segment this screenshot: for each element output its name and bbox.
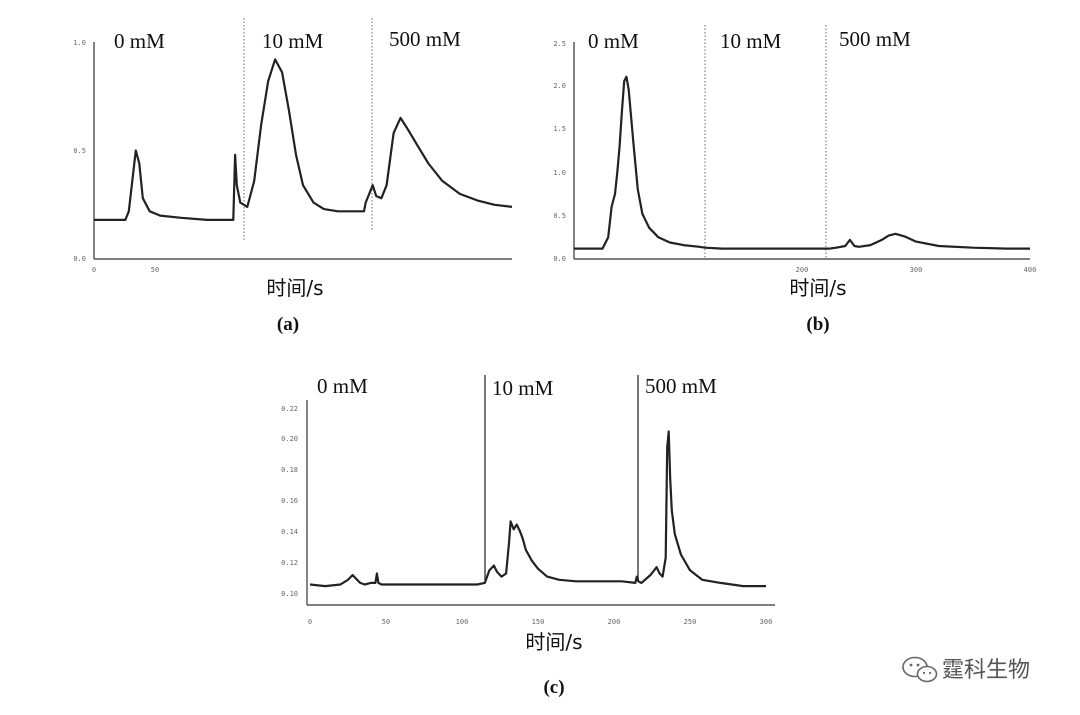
panel-b-letter: (b) — [806, 314, 829, 335]
panel-c-xtick-3: 100 — [456, 618, 469, 626]
panel-c-xtick-6: 250 — [684, 618, 697, 626]
panel-c-xtick-2: 50 — [382, 618, 390, 626]
panel-b-ytick-3: 1.5 — [553, 125, 566, 133]
panel-c-ytick-2: 0.20 — [281, 435, 298, 443]
panel-a-ytick-1: 1.0 — [73, 39, 86, 47]
panel-c-segment-label-1: 0 mM — [317, 374, 368, 398]
panel-a-segment-label-1: 0 mM — [114, 29, 165, 53]
panel-c-x-axis-label: 时间/s — [525, 630, 582, 654]
panel-a-segment-label-3: 500 mM — [389, 27, 461, 51]
panel-b-xtick-3: 400 — [1024, 266, 1037, 274]
panel-c-xtick-5: 200 — [608, 618, 621, 626]
panel-b-segment-label-1: 0 mM — [588, 29, 639, 53]
panel-a-xtick-2: 50 — [151, 266, 159, 274]
panel-b-ytick-1: 2.5 — [553, 40, 566, 48]
panel-c-letter: (c) — [543, 677, 564, 698]
panel-a-ytick-3: 0.0 — [73, 255, 86, 263]
panel-b: 2.5 2.0 1.5 1.0 0.5 0.0 200 300 400 0 mM… — [553, 25, 1036, 335]
panel-b-segment-label-3: 500 mM — [839, 27, 911, 51]
panel-b-x-axis-label: 时间/s — [789, 276, 846, 300]
panel-c-xtick-4: 150 — [532, 618, 545, 626]
panel-c-series-line — [309, 430, 766, 588]
watermark: 霆科生物 — [902, 656, 1030, 683]
panel-a: 1.0 0.5 0.0 0 50 0 mM 10 mM 500 mM 时间/s … — [73, 18, 513, 335]
panel-b-ytick-5: 0.5 — [553, 212, 566, 220]
panel-a-series-line — [94, 58, 513, 221]
wechat-icon — [902, 656, 938, 683]
panel-b-segment-label-2: 10 mM — [720, 29, 782, 53]
panel-a-x-axis-label: 时间/s — [266, 276, 323, 300]
panel-a-xtick-1: 0 — [92, 266, 96, 274]
panel-b-ytick-4: 1.0 — [553, 169, 566, 177]
panel-c-xtick-7: 300 — [760, 618, 773, 626]
panel-c-ytick-5: 0.14 — [281, 528, 298, 536]
panel-c-ytick-6: 0.12 — [281, 559, 298, 567]
panel-c-xtick-1: 0 — [308, 618, 312, 626]
panel-b-xtick-1: 200 — [796, 266, 809, 274]
panel-a-ytick-2: 0.5 — [73, 147, 86, 155]
panel-b-ytick-2: 2.0 — [553, 82, 566, 90]
panel-c: 0.22 0.20 0.18 0.16 0.14 0.12 0.10 0 50 … — [281, 374, 775, 698]
panel-c-ytick-1: 0.22 — [281, 405, 298, 413]
panel-a-letter: (a) — [277, 314, 299, 335]
panel-a-segment-label-2: 10 mM — [262, 29, 324, 53]
panel-b-ytick-6: 0.0 — [553, 255, 566, 263]
panel-c-ytick-7: 0.10 — [281, 590, 298, 598]
panel-c-segment-label-2: 10 mM — [492, 376, 554, 400]
panel-b-series-line — [574, 75, 1030, 250]
panel-c-segment-label-3: 500 mM — [645, 374, 717, 398]
panel-c-ytick-4: 0.16 — [281, 497, 298, 505]
panel-b-xtick-2: 300 — [910, 266, 923, 274]
watermark-text: 霆科生物 — [942, 658, 1030, 683]
panel-c-ytick-3: 0.18 — [281, 466, 298, 474]
